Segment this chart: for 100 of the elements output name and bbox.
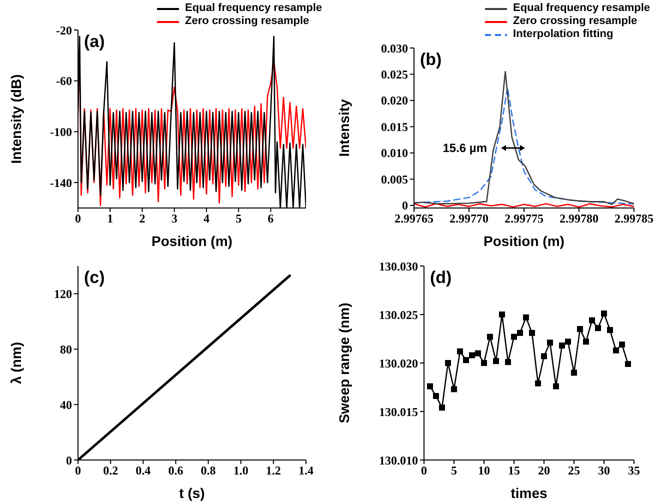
y-tick-label: 130.020 <box>379 356 418 370</box>
x-tick-label: 30 <box>598 464 610 478</box>
point <box>595 325 601 332</box>
x-tick-label: 2 <box>139 212 146 226</box>
y-tick-label: -20 <box>56 23 72 38</box>
x-tick-label: 2.99780 <box>560 212 598 226</box>
point <box>529 330 535 336</box>
y-tick-label: 120 <box>54 286 72 301</box>
point <box>475 350 481 356</box>
point <box>625 360 631 367</box>
y-tick-label: 0.020 <box>381 94 408 108</box>
point <box>553 383 559 390</box>
legend-label: Equal frequency resample <box>513 2 650 15</box>
y-tick-label: -100 <box>50 124 72 139</box>
x-tick-label: 1.4 <box>298 464 314 478</box>
point <box>469 352 475 358</box>
x-axis-title: Position (m) <box>484 233 564 249</box>
point <box>511 334 517 340</box>
point <box>499 312 505 318</box>
point <box>613 347 619 354</box>
x-tick-label: 1.2 <box>266 464 281 478</box>
point <box>523 314 529 320</box>
point <box>439 404 445 411</box>
point <box>565 338 571 345</box>
point <box>427 383 433 390</box>
y-tick-label: 80 <box>60 342 72 356</box>
y-tick-label: 0.030 <box>381 41 408 56</box>
y-tick-label: -140 <box>50 176 72 190</box>
point <box>517 330 523 336</box>
point <box>457 348 463 354</box>
point <box>481 360 487 366</box>
chart-title: (c) <box>84 268 105 288</box>
y-tick-label: 0.025 <box>381 67 408 82</box>
x-tick-label: 0.2 <box>103 464 118 478</box>
x-tick-label: 0.4 <box>136 464 151 478</box>
point <box>487 334 493 340</box>
point <box>445 360 451 366</box>
point <box>577 326 583 332</box>
x-axis-title: times <box>510 485 548 501</box>
x-tick-label: 35 <box>628 464 640 478</box>
x-tick-label: 25 <box>568 464 580 478</box>
point <box>505 359 511 366</box>
x-tick-label: 4 <box>203 212 210 226</box>
x-tick-label: 0.8 <box>200 464 216 478</box>
point <box>451 386 457 392</box>
y-axis-title: Intensity (dB) <box>8 74 24 164</box>
point <box>541 353 547 360</box>
legend-label: Equal frequency resample <box>185 2 322 15</box>
y-tick-label: 130.015 <box>379 404 418 419</box>
point <box>571 370 577 376</box>
x-axis-title: t (s) <box>179 485 205 501</box>
point <box>619 342 625 348</box>
y-tick-label: 40 <box>60 398 72 412</box>
y-tick-label: 0 <box>402 198 408 213</box>
point <box>559 342 565 349</box>
y-axis-title: Intensity <box>336 99 352 157</box>
point <box>601 310 607 317</box>
x-tick-label: 10 <box>478 464 490 478</box>
legend-label: Zero crossing resample <box>513 15 638 28</box>
x-tick-label: 5 <box>451 464 457 478</box>
x-tick-label: 6 <box>268 212 274 226</box>
x-tick-label: 0 <box>421 464 427 478</box>
point <box>535 380 541 386</box>
point <box>433 392 439 399</box>
x-tick-label: 2.99770 <box>450 212 488 226</box>
point <box>463 357 469 364</box>
legend-label: Zero crossing resample <box>185 15 310 28</box>
x-tick-label: 2.99765 <box>394 212 434 226</box>
chart-title: (a) <box>84 32 105 52</box>
y-tick-label: 130.025 <box>379 308 418 322</box>
x-tick-label: 3 <box>171 212 178 226</box>
y-axis-title: Sweep range (nm) <box>336 302 352 424</box>
legend-label: Interpolation fitting <box>513 28 614 41</box>
chart-title: (d) <box>430 268 452 288</box>
x-tick-label: 0 <box>75 464 81 478</box>
x-tick-label: 0.6 <box>168 464 184 478</box>
annotation: 15.6 µm <box>442 141 487 155</box>
point <box>607 327 613 334</box>
y-tick-label: -60 <box>56 74 72 88</box>
point <box>589 317 595 324</box>
y-tick-label: 0.015 <box>381 120 408 134</box>
point <box>493 358 499 364</box>
x-tick-label: 15 <box>508 464 520 478</box>
y-axis-title: λ (nm) <box>8 342 24 384</box>
y-tick-label: 130.030 <box>379 259 418 274</box>
x-tick-label: 20 <box>538 464 550 478</box>
x-axis-title: Position (m) <box>152 233 232 249</box>
x-tick-label: 2.99785 <box>614 212 654 226</box>
y-tick-label: 0.010 <box>381 146 408 160</box>
x-tick-label: 2.99775 <box>504 212 544 226</box>
x-tick-label: 5 <box>236 212 242 226</box>
x-tick-label: 0 <box>75 212 81 226</box>
x-tick-label: 1.0 <box>233 464 248 478</box>
chart-title: (b) <box>420 50 442 70</box>
y-tick-label: 0.005 <box>381 172 408 186</box>
y-tick-label: 130.010 <box>379 453 418 468</box>
y-tick-label: 0 <box>66 453 72 468</box>
point <box>583 338 589 345</box>
x-tick-label: 1 <box>107 212 114 226</box>
point <box>547 340 553 346</box>
